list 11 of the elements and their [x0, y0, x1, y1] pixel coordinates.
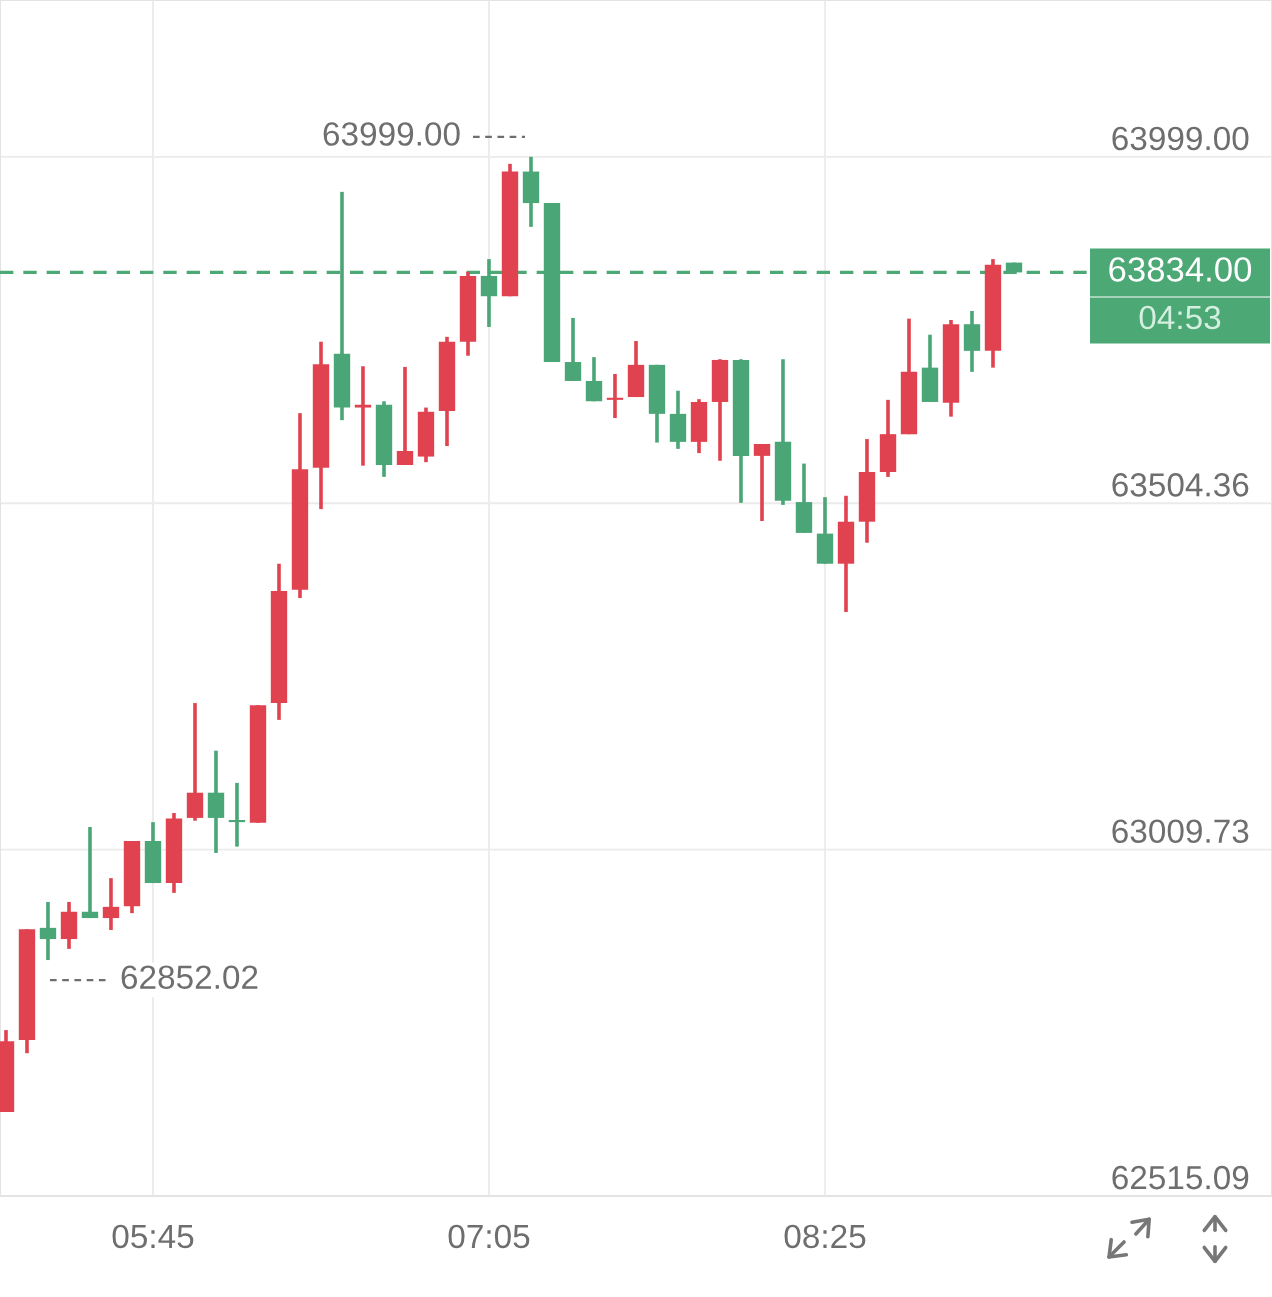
annotation: 62852.02 [121, 965, 258, 990]
y-tick-label: 63999.00 [1112, 126, 1249, 151]
y-tick-label: 63009.73 [1112, 819, 1249, 844]
y-tick-label: 62515.09 [1112, 1165, 1249, 1190]
ref-line-label: 63834.00 [1109, 257, 1252, 282]
annotation: 63999.00 [323, 122, 460, 146]
x-tick-label: 05:45 [112, 1224, 194, 1249]
x-tick-label: 07:05 [448, 1224, 530, 1249]
annotation: 04:53 [1139, 305, 1221, 330]
x-tick-label: 08:25 [784, 1224, 866, 1249]
y-tick-label: 63504.36 [1112, 473, 1249, 497]
